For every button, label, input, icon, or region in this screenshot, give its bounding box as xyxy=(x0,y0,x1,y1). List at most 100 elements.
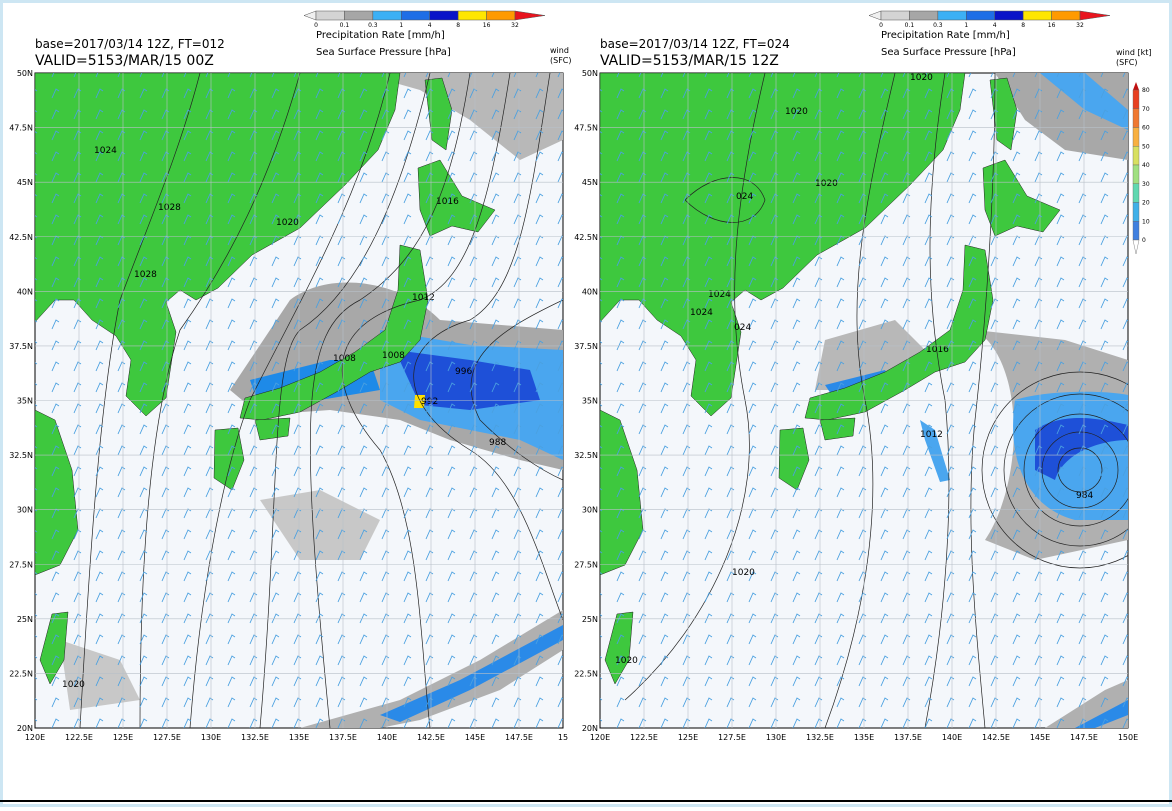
lon-label: 132.5E xyxy=(806,733,834,742)
colorbar-end xyxy=(514,10,546,21)
lat-label: 35N xyxy=(582,397,598,406)
wind-colorbar-end xyxy=(1132,239,1140,255)
wind-colorbar-end xyxy=(1133,82,1139,90)
colorbar-segment xyxy=(372,10,402,21)
lon-label: 145E xyxy=(1030,733,1050,742)
lat-label: 47.5N xyxy=(574,124,598,133)
lon-label: 132.5E xyxy=(241,733,269,742)
pressure-title: Sea Surface Pressure [hPa] xyxy=(316,47,451,58)
contour-label: 984 xyxy=(1076,491,1093,501)
wind-colorbar-label: 60 xyxy=(1142,125,1150,132)
lon-label: 150E xyxy=(1118,733,1138,742)
map-panel: base=2017/03/14 12Z, FT=012 VALID=5153/M… xyxy=(9,10,572,742)
colorbar-label: 32 xyxy=(1076,22,1084,29)
precip-title: Precipitation Rate [mm/h] xyxy=(316,30,445,41)
lat-label: 40N xyxy=(582,287,598,296)
lon-label: 142.5E xyxy=(417,733,445,742)
lat-label: 45N xyxy=(17,178,33,187)
lat-label: 20N xyxy=(17,724,33,733)
colorbar-label: 0 xyxy=(879,22,883,29)
contour-label: 1028 xyxy=(158,203,181,213)
wind-colorbar-segment xyxy=(1132,164,1140,184)
colorbar-segment xyxy=(937,10,967,21)
contour-label: 1020 xyxy=(785,107,808,117)
lon-label: 135E xyxy=(289,733,309,742)
contour-label: 1024 xyxy=(708,290,731,300)
precip-title: Precipitation Rate [mm/h] xyxy=(881,30,1010,41)
lon-label: 125E xyxy=(678,733,698,742)
colorbar-segment xyxy=(1022,10,1052,21)
lon-label: 137.5E xyxy=(329,733,357,742)
contour-label: 1016 xyxy=(926,345,949,355)
wind-colorbar-segment xyxy=(1132,108,1140,128)
lon-label: 130E xyxy=(201,733,221,742)
wind-colorbar-segment xyxy=(1132,221,1140,241)
wind-colorbar-label: 20 xyxy=(1142,200,1150,207)
contour-label: 996 xyxy=(455,367,472,377)
colorbar-end xyxy=(868,10,882,21)
lat-label: 27.5N xyxy=(9,560,33,569)
colorbar-label: 0.1 xyxy=(905,22,915,29)
lon-label: 137.5E xyxy=(894,733,922,742)
wind-colorbar-label: 10 xyxy=(1142,218,1150,225)
lat-label: 32.5N xyxy=(9,451,33,460)
contour-label: 1020 xyxy=(615,656,638,666)
colorbar-segment xyxy=(457,10,487,21)
colorbar-label: 16 xyxy=(1048,22,1056,29)
valid-time: VALID=5153/MAR/15 12Z xyxy=(600,53,779,69)
colorbar-segment xyxy=(966,10,995,21)
lon-label: 127.5E xyxy=(153,733,181,742)
lon-label: 147.5E xyxy=(505,733,533,742)
lon-label: 122.5E xyxy=(630,733,658,742)
colorbar-label: 16 xyxy=(483,22,491,29)
colorbar-label: 0.3 xyxy=(368,22,378,29)
lat-label: 32.5N xyxy=(574,451,598,460)
lon-label: 140E xyxy=(942,733,962,742)
lat-label: 22.5N xyxy=(574,669,598,678)
colorbar-label: 8 xyxy=(456,22,460,29)
pressure-title: Sea Surface Pressure [hPa] xyxy=(881,47,1016,58)
contour-label: 024 xyxy=(734,323,751,333)
contour-label: 1020 xyxy=(62,680,85,690)
wind-label: (SFC) xyxy=(550,56,572,65)
colorbar-segment xyxy=(344,10,374,21)
contour-label: 988 xyxy=(489,438,506,448)
colorbar-segment xyxy=(994,10,1024,21)
colorbar-segment xyxy=(909,10,939,21)
contour-labels: 1024 1028 1028 1020 1016 1012 1008 1008 … xyxy=(62,146,506,690)
lat-label: 30N xyxy=(582,506,598,515)
wind-colorbar-label: 30 xyxy=(1142,181,1150,188)
lat-label: 42.5N xyxy=(574,233,598,242)
colorbar-label: 32 xyxy=(511,22,519,29)
contour-label: 1020 xyxy=(276,218,299,228)
colorbar-label: 0 xyxy=(314,22,318,29)
wind-label: wind [kt] xyxy=(1116,48,1151,57)
lat-label: 30N xyxy=(17,506,33,515)
wind-colorbar-label: 70 xyxy=(1142,106,1150,113)
contour-labels: 1020 1020 1020 024 1024 1024 024 1016 10… xyxy=(615,73,1093,666)
colorbar-segment xyxy=(401,10,430,21)
lat-label: 42.5N xyxy=(9,233,33,242)
wind-colorbar-segment xyxy=(1132,146,1140,166)
contour-label: 1028 xyxy=(134,270,157,280)
lon-label: 125E xyxy=(113,733,133,742)
wind-colorbar-label: 0 xyxy=(1142,237,1146,244)
colorbar-segment xyxy=(486,10,516,21)
contour-label: 1020 xyxy=(910,73,933,83)
lon-label: 135E xyxy=(854,733,874,742)
lat-label: 20N xyxy=(582,724,598,733)
lon-label: 145E xyxy=(465,733,485,742)
contour-label: 1016 xyxy=(436,197,459,207)
map-panel: base=2017/03/14 12Z, FT=024 VALID=5153/M… xyxy=(574,10,1151,742)
lat-label: 25N xyxy=(17,615,33,624)
lon-label: 122.5E xyxy=(65,733,93,742)
lat-label: 45N xyxy=(582,178,598,187)
contour-label: 1020 xyxy=(732,568,755,578)
colorbar-label: 8 xyxy=(1021,22,1025,29)
contour-label: 992 xyxy=(421,397,438,407)
contour-label: 1020 xyxy=(815,179,838,189)
contour-label: 1008 xyxy=(382,351,405,361)
lon-label: 120E xyxy=(590,733,610,742)
colorbar-label: 0.3 xyxy=(933,22,943,29)
colorbar-end xyxy=(303,10,317,21)
